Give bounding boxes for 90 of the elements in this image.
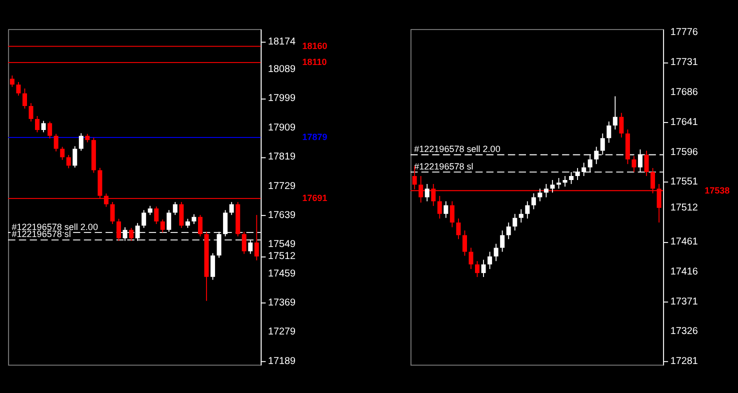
candlestick bbox=[450, 200, 454, 228]
y-tick-label: 17999 bbox=[268, 93, 296, 104]
candlestick bbox=[475, 260, 480, 278]
ref-line-label: #122196578 sell 2.00 bbox=[414, 144, 500, 154]
candlestick bbox=[28, 102, 34, 122]
candlestick bbox=[35, 116, 40, 133]
candlestick bbox=[525, 200, 530, 219]
candlestick bbox=[437, 196, 442, 219]
y-tick-label: 17686 bbox=[670, 86, 698, 98]
candlestick bbox=[531, 192, 536, 210]
candlestick bbox=[600, 133, 605, 156]
y-tick-label: 17596 bbox=[670, 146, 698, 158]
candlestick bbox=[550, 180, 555, 194]
candlestick bbox=[210, 252, 216, 280]
y-tick-label: 17461 bbox=[670, 236, 698, 248]
y-tick-label: 17326 bbox=[670, 326, 698, 338]
candlestick bbox=[66, 154, 71, 169]
candlestick bbox=[481, 259, 486, 278]
candlestick bbox=[185, 218, 190, 228]
ref-line-label: #122196578 sell 2.00 bbox=[12, 222, 98, 232]
candlestick bbox=[619, 112, 624, 138]
candlestick bbox=[556, 178, 562, 190]
candlestick bbox=[538, 188, 542, 202]
candlestick bbox=[60, 146, 65, 160]
ref-line-label: 17538 bbox=[704, 185, 730, 196]
candlestick bbox=[192, 214, 196, 224]
ref-line-label: 17691 bbox=[302, 193, 328, 204]
candlestick bbox=[632, 156, 636, 172]
y-tick-label: 17639 bbox=[268, 210, 296, 221]
y-tick-label: 17279 bbox=[268, 326, 296, 338]
candlestick bbox=[494, 243, 498, 262]
candlestick bbox=[116, 218, 122, 242]
candlestick bbox=[229, 202, 234, 216]
candlestick bbox=[544, 184, 548, 198]
candlestick bbox=[488, 251, 492, 270]
y-tick-label: 17369 bbox=[268, 298, 296, 309]
candlestick bbox=[142, 210, 146, 228]
ref-line-label: #122196578 sl bbox=[414, 161, 474, 172]
candlestick bbox=[456, 218, 461, 240]
candlestick bbox=[129, 227, 134, 242]
candlestick bbox=[72, 146, 78, 168]
candlestick bbox=[54, 133, 58, 152]
candlestick bbox=[500, 230, 505, 252]
candlestick bbox=[612, 96, 618, 130]
candlestick bbox=[166, 210, 172, 232]
y-tick-label: 18089 bbox=[268, 64, 296, 76]
candlestick bbox=[462, 230, 467, 256]
y-tick-label: 17459 bbox=[268, 268, 296, 280]
y-tick-label: 17512 bbox=[268, 251, 296, 262]
y-tick-label: 17909 bbox=[268, 122, 296, 134]
candlestick bbox=[518, 208, 524, 223]
y-tick-label: 17551 bbox=[670, 176, 698, 188]
candlestick bbox=[444, 200, 448, 218]
y-tick-label: 17549 bbox=[268, 239, 296, 250]
y-tick-label: 17281 bbox=[670, 356, 698, 368]
y-tick-label: 17371 bbox=[670, 296, 698, 308]
y-tick-label: 17189 bbox=[268, 356, 296, 367]
candlestick bbox=[10, 75, 14, 88]
ref-line-label: 17879 bbox=[302, 132, 328, 142]
candlestick bbox=[16, 82, 21, 96]
y-tick-label: 17729 bbox=[268, 180, 296, 192]
candlestick bbox=[22, 88, 27, 110]
candlestick bbox=[78, 132, 84, 152]
candlestick bbox=[254, 214, 259, 261]
candlestick bbox=[242, 231, 246, 254]
candlestick bbox=[606, 121, 612, 144]
candlestick bbox=[179, 202, 184, 228]
candlestick bbox=[160, 219, 165, 233]
y-tick-label: 17416 bbox=[670, 266, 698, 278]
candlestick bbox=[424, 184, 430, 202]
candlestick bbox=[506, 222, 511, 240]
candlestick bbox=[198, 214, 202, 237]
candlestick bbox=[468, 247, 474, 270]
candlestick bbox=[48, 121, 52, 139]
candlestick bbox=[110, 202, 115, 224]
candlestick bbox=[512, 213, 518, 231]
y-tick-label: 18174 bbox=[268, 36, 296, 48]
y-tick-label: 17512 bbox=[670, 202, 698, 214]
y-tick-label: 17776 bbox=[670, 27, 698, 38]
y-tick-label: 17819 bbox=[268, 152, 296, 163]
y-tick-label: 17731 bbox=[670, 57, 698, 68]
candlestick bbox=[172, 202, 178, 216]
candlestick bbox=[154, 206, 159, 224]
candlestick bbox=[148, 205, 152, 216]
ref-line-label: 18110 bbox=[302, 57, 327, 68]
candlestick bbox=[41, 120, 46, 133]
candlestick bbox=[644, 150, 649, 176]
ref-line-label: 18160 bbox=[302, 41, 328, 52]
y-tick-label: 17641 bbox=[670, 116, 698, 128]
candlestick bbox=[562, 176, 568, 188]
